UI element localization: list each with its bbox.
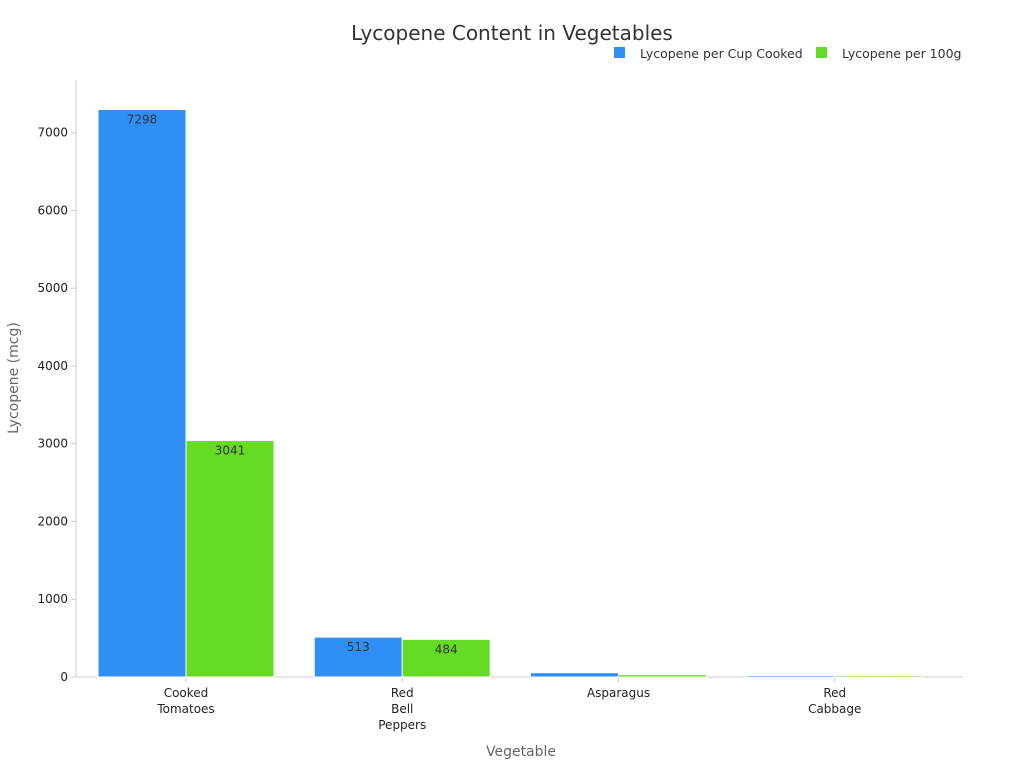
bar-per-100g[interactable] <box>834 674 924 678</box>
y-tick-label: 4000 <box>37 359 68 373</box>
bar-value-label: 3041 <box>215 444 246 458</box>
data-labels-group: 7298 3041 513 484 <box>127 113 458 657</box>
legend-swatch-per-100g <box>816 47 827 58</box>
bar-cup-cooked[interactable] <box>97 109 187 678</box>
bar-cup-cooked[interactable] <box>746 674 836 678</box>
bar-per-100g[interactable] <box>185 440 275 678</box>
bar-per-100g[interactable] <box>618 674 707 678</box>
x-tick-label: Red Bell Peppers <box>378 686 426 732</box>
legend: Lycopene per Cup Cooked Lycopene per 100… <box>614 46 961 61</box>
legend-swatch-cup-cooked <box>614 47 625 58</box>
bar-value-label: 7298 <box>127 113 158 127</box>
y-tick-label: 1000 <box>37 592 68 606</box>
legend-label-per-100g: Lycopene per 100g <box>842 46 961 61</box>
y-tick-label: 2000 <box>37 514 68 528</box>
legend-label-cup-cooked: Lycopene per Cup Cooked <box>640 46 803 61</box>
chart-title: Lycopene Content in Vegetables <box>351 21 673 45</box>
bar-value-label: 513 <box>347 640 370 654</box>
y-tick-label: 3000 <box>37 437 68 451</box>
y-tick-label: 5000 <box>37 281 68 295</box>
bar-cup-cooked[interactable] <box>530 672 619 678</box>
bar-per-100g[interactable] <box>401 638 491 678</box>
x-axis-title: Vegetable <box>486 744 556 760</box>
y-tick-label: 6000 <box>37 203 68 217</box>
y-axis-title: Lycopene (mcg) <box>6 322 22 434</box>
x-axis-ticks: Cooked Tomatoes Red Bell Peppers Asparagus Red… <box>156 677 861 732</box>
x-tick-label: Asparagus <box>587 686 650 700</box>
y-axis-ticks: 0 1000 2000 3000 4000 5000 6000 7000 <box>37 126 76 684</box>
y-tick-label: 7000 <box>37 126 68 140</box>
bars-group <box>97 109 924 678</box>
x-tick-label: Cooked Tomatoes <box>156 686 214 716</box>
y-tick-label: 0 <box>60 670 68 684</box>
x-tick-label: Red Cabbage <box>808 686 861 716</box>
bar-value-label: 484 <box>435 642 458 656</box>
